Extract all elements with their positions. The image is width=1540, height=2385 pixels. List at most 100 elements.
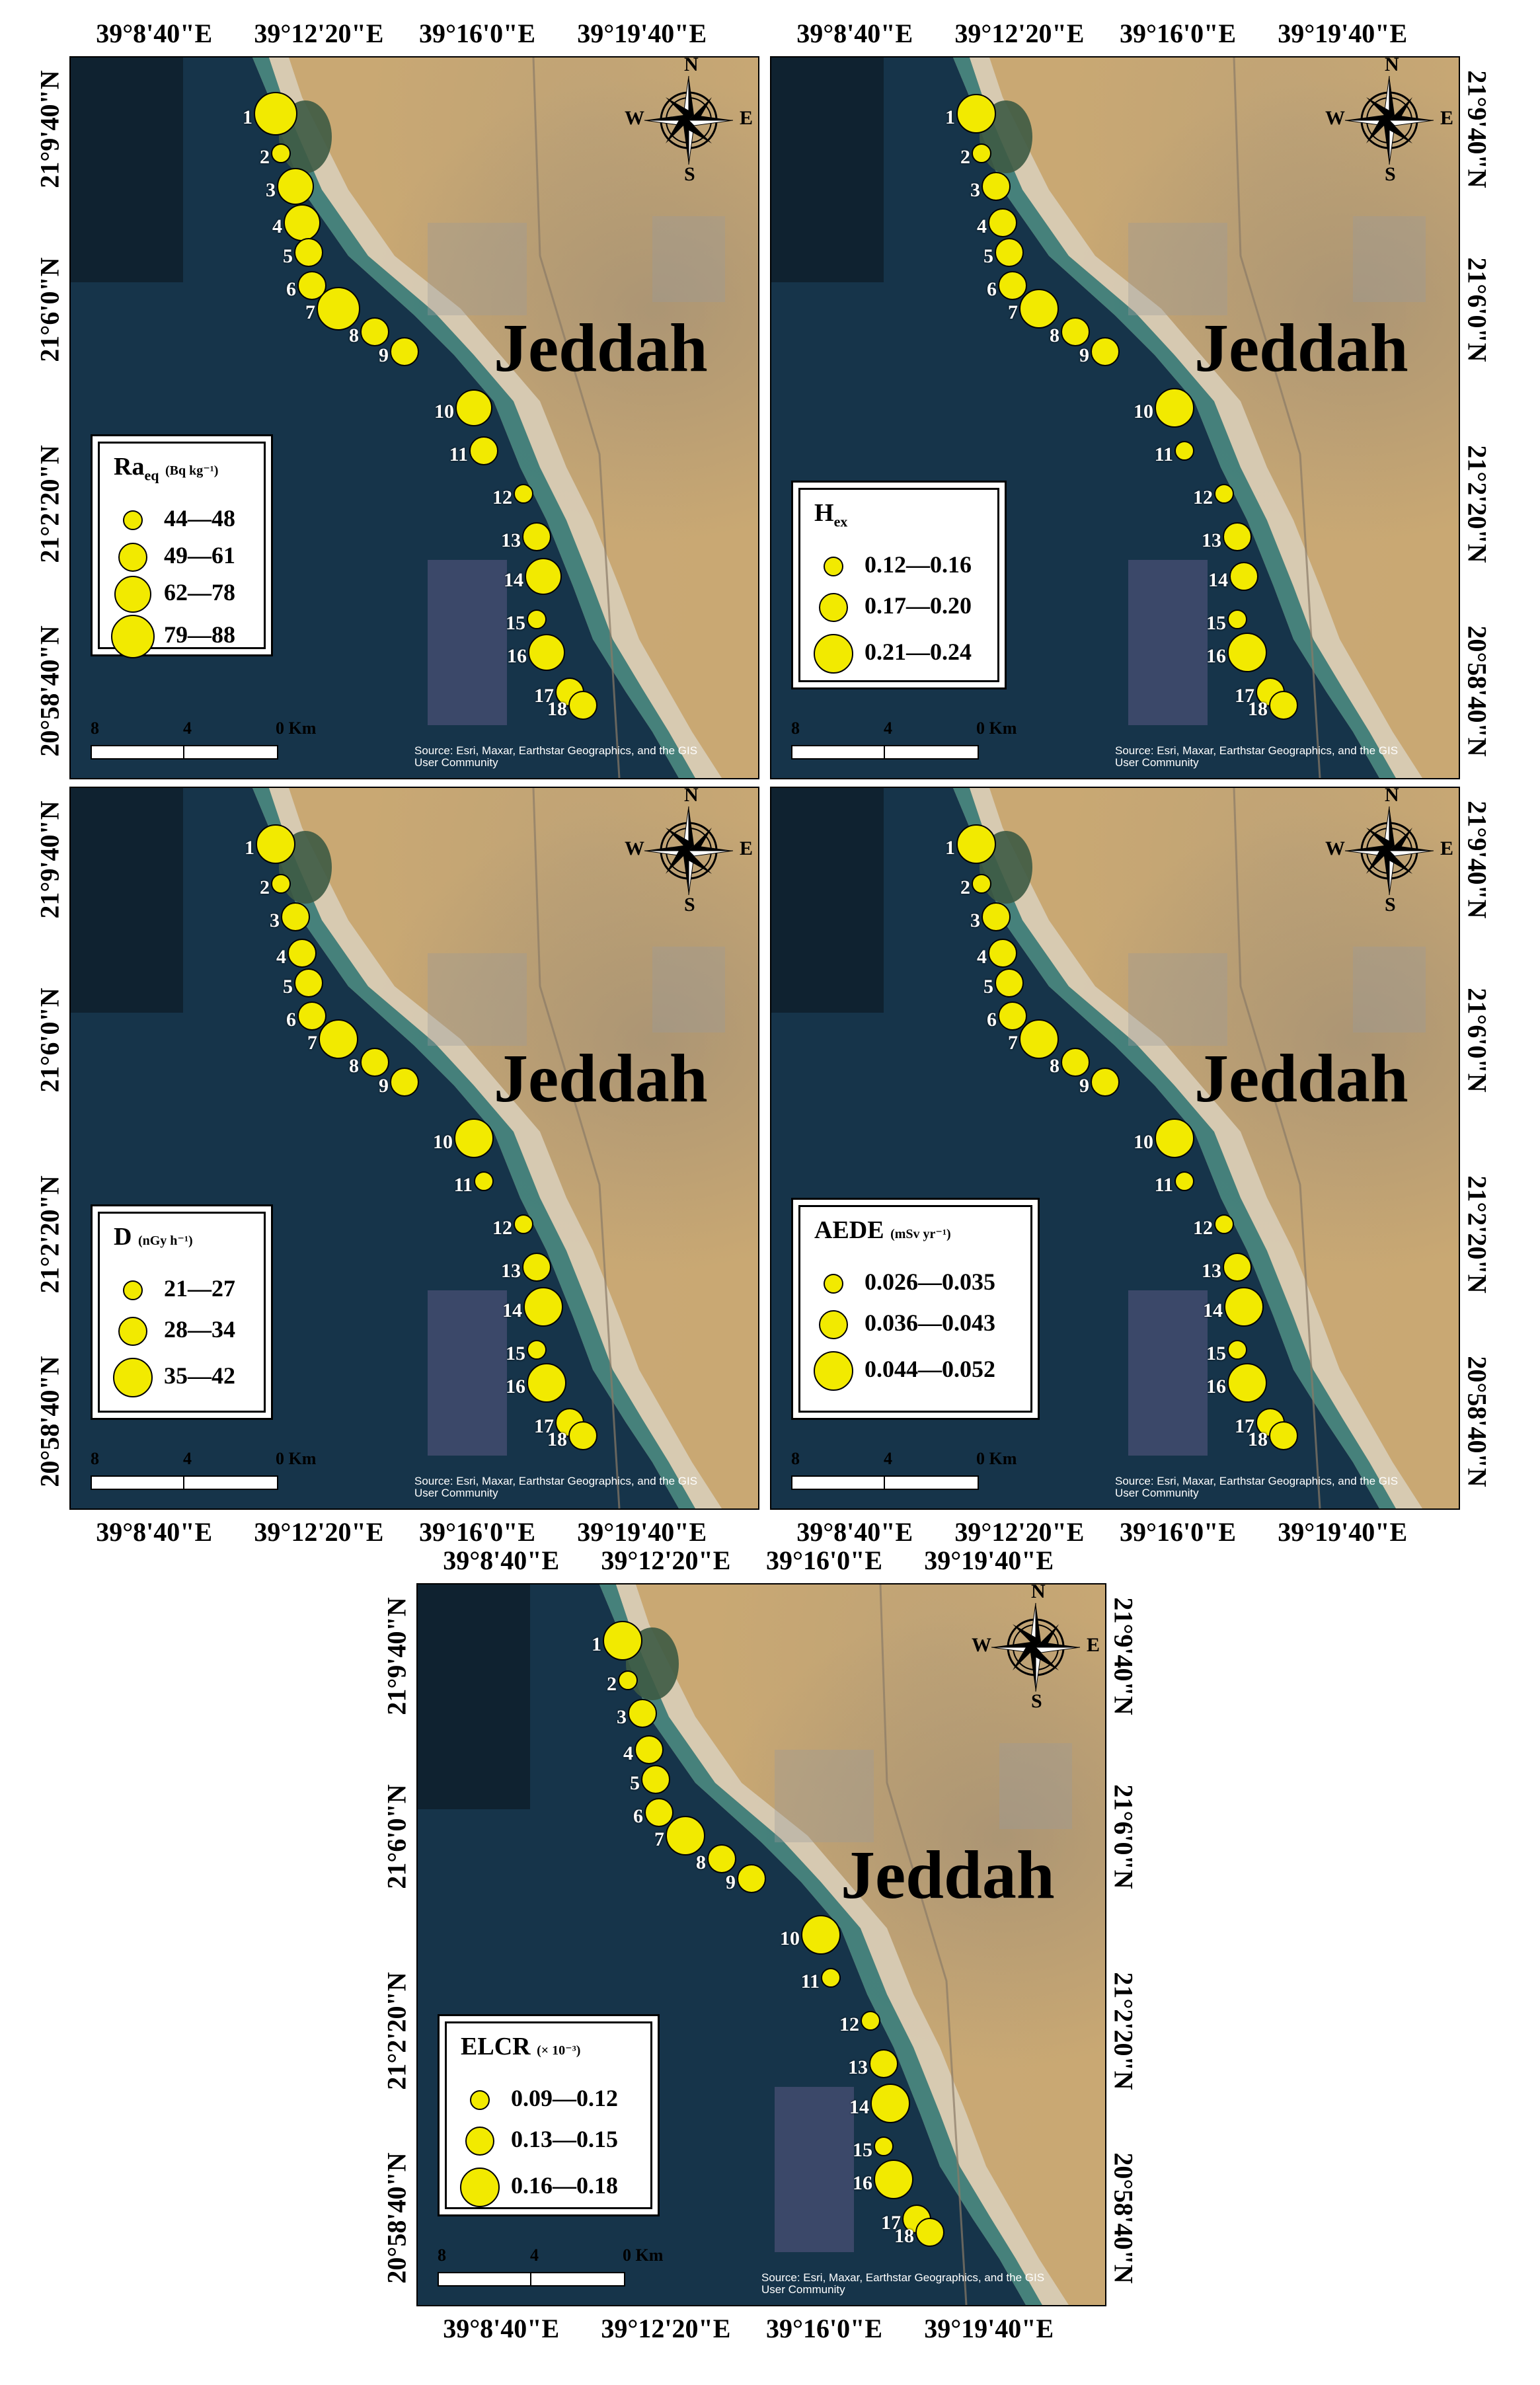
sampling-site-12[interactable] xyxy=(861,2011,880,2031)
sampling-site-1[interactable] xyxy=(254,92,297,136)
sampling-site-7[interactable] xyxy=(319,1019,358,1059)
sampling-site-14[interactable] xyxy=(523,1287,563,1327)
sampling-site-7[interactable] xyxy=(1019,1019,1059,1059)
sampling-site-12[interactable] xyxy=(514,1214,533,1234)
scale-bar: 8 4 0 Km xyxy=(791,719,1017,765)
sampling-site-3[interactable] xyxy=(281,902,310,931)
sampling-site-1[interactable] xyxy=(603,1621,642,1661)
sampling-site-10[interactable] xyxy=(454,1118,494,1158)
sampling-site-1[interactable] xyxy=(256,824,295,864)
map-frame[interactable]: 1 2 3 4 5 6 7 8 9 10 11 12 13 14 15 16 17 18 Jeddah xyxy=(770,56,1460,779)
sampling-site-9[interactable] xyxy=(390,1068,419,1097)
site-number-label: 6 xyxy=(987,1009,997,1031)
sampling-site-16[interactable] xyxy=(527,1363,566,1403)
sampling-site-10[interactable] xyxy=(801,1915,841,1955)
sampling-site-15[interactable] xyxy=(1227,609,1247,629)
sampling-site-6[interactable] xyxy=(644,1798,674,1827)
sampling-site-12[interactable] xyxy=(1214,1214,1234,1234)
sampling-site-15[interactable] xyxy=(1227,1340,1247,1360)
sampling-site-18[interactable] xyxy=(1269,1421,1298,1450)
sampling-site-6[interactable] xyxy=(297,1001,327,1031)
sampling-site-12[interactable] xyxy=(514,484,533,504)
sampling-site-9[interactable] xyxy=(390,337,419,366)
sampling-site-8[interactable] xyxy=(360,1048,389,1077)
sampling-site-8[interactable] xyxy=(707,1844,736,1873)
longitude-tick-label: 39°16'0"E xyxy=(766,1545,882,1575)
sampling-site-5[interactable] xyxy=(995,238,1024,267)
map-frame[interactable]: 1 2 3 4 5 6 7 8 9 10 11 12 13 14 15 16 17 18 Jeddah xyxy=(770,787,1460,1510)
sampling-site-3[interactable] xyxy=(982,902,1011,931)
sampling-site-4[interactable] xyxy=(988,939,1017,968)
sampling-site-5[interactable] xyxy=(294,968,323,997)
sampling-site-4[interactable] xyxy=(284,204,321,241)
sampling-site-11[interactable] xyxy=(1174,441,1194,461)
sampling-site-5[interactable] xyxy=(641,1765,670,1794)
sampling-site-14[interactable] xyxy=(870,2084,910,2123)
longitude-tick-label: 39°19'40"E xyxy=(924,1545,1054,1575)
sampling-site-4[interactable] xyxy=(635,1735,664,1764)
sampling-site-3[interactable] xyxy=(277,168,314,205)
sampling-site-5[interactable] xyxy=(294,238,323,267)
site-number-label: 1 xyxy=(592,1633,601,1655)
sampling-site-13[interactable] xyxy=(1223,1253,1252,1282)
sampling-site-6[interactable] xyxy=(998,271,1027,300)
sampling-site-18[interactable] xyxy=(568,1421,597,1450)
sampling-site-1[interactable] xyxy=(956,824,996,864)
map-frame[interactable]: 1 2 3 4 5 6 7 8 9 10 11 12 13 14 15 16 17 18 Jeddah xyxy=(69,787,759,1510)
sampling-site-11[interactable] xyxy=(469,436,498,465)
sampling-site-8[interactable] xyxy=(1061,317,1090,346)
sampling-site-2[interactable] xyxy=(271,143,291,163)
sampling-site-3[interactable] xyxy=(628,1699,657,1728)
sampling-site-16[interactable] xyxy=(1227,633,1267,672)
sampling-site-2[interactable] xyxy=(972,874,991,894)
map-frame[interactable]: 1 2 3 4 5 6 7 8 9 10 11 12 13 14 15 16 17 18 Jeddah xyxy=(416,1583,1106,2306)
sampling-site-7[interactable] xyxy=(666,1816,705,1856)
sampling-site-16[interactable] xyxy=(1227,1363,1267,1403)
sampling-site-10[interactable] xyxy=(1155,1118,1194,1158)
sampling-site-16[interactable] xyxy=(874,2160,913,2199)
sampling-site-8[interactable] xyxy=(1061,1048,1090,1077)
sampling-site-15[interactable] xyxy=(874,2136,894,2156)
sampling-site-18[interactable] xyxy=(1269,691,1298,720)
sampling-site-10[interactable] xyxy=(455,389,492,426)
sampling-site-4[interactable] xyxy=(288,939,317,968)
site-number-label: 11 xyxy=(800,1971,820,1992)
sampling-site-15[interactable] xyxy=(527,609,547,629)
sampling-site-2[interactable] xyxy=(972,143,991,163)
sampling-site-4[interactable] xyxy=(988,208,1017,237)
sampling-site-8[interactable] xyxy=(360,317,389,346)
sampling-site-11[interactable] xyxy=(1174,1171,1194,1191)
sampling-site-14[interactable] xyxy=(525,558,562,595)
sampling-site-13[interactable] xyxy=(522,522,551,551)
site-number-label: 9 xyxy=(379,344,389,366)
sampling-site-11[interactable] xyxy=(821,1968,841,1988)
legend-title: AEDE (mSv yr⁻¹) xyxy=(814,1216,951,1244)
sampling-site-7[interactable] xyxy=(317,287,360,331)
sampling-site-14[interactable] xyxy=(1224,1287,1264,1327)
sampling-site-18[interactable] xyxy=(568,691,597,720)
sampling-site-12[interactable] xyxy=(1214,484,1234,504)
sampling-site-1[interactable] xyxy=(956,94,996,134)
sampling-site-2[interactable] xyxy=(618,1670,638,1690)
sampling-site-16[interactable] xyxy=(528,634,565,671)
sampling-site-13[interactable] xyxy=(522,1253,551,1282)
sampling-site-13[interactable] xyxy=(1223,522,1252,551)
compass-n: N xyxy=(1385,787,1399,806)
sampling-site-18[interactable] xyxy=(915,2218,944,2247)
sampling-site-9[interactable] xyxy=(1091,1068,1120,1097)
sampling-site-3[interactable] xyxy=(982,172,1011,201)
sampling-site-15[interactable] xyxy=(527,1340,547,1360)
sampling-site-5[interactable] xyxy=(995,968,1024,997)
legend-box: Raeq (Bq kg⁻¹) 44—48 49—61 62—78 79—88 xyxy=(91,434,273,658)
sampling-site-10[interactable] xyxy=(1155,388,1194,428)
sampling-site-9[interactable] xyxy=(737,1864,766,1893)
sampling-site-13[interactable] xyxy=(869,2049,898,2078)
sampling-site-9[interactable] xyxy=(1091,337,1120,366)
sampling-site-6[interactable] xyxy=(998,1001,1027,1031)
sampling-site-11[interactable] xyxy=(474,1171,494,1191)
sampling-site-7[interactable] xyxy=(1019,289,1059,329)
sampling-site-14[interactable] xyxy=(1229,562,1258,591)
map-frame[interactable]: 1 2 3 4 5 6 7 8 9 10 11 12 13 14 15 16 17 18 Jeddah xyxy=(69,56,759,779)
sampling-site-2[interactable] xyxy=(271,874,291,894)
scale-label-0km: 0 Km xyxy=(276,719,317,738)
